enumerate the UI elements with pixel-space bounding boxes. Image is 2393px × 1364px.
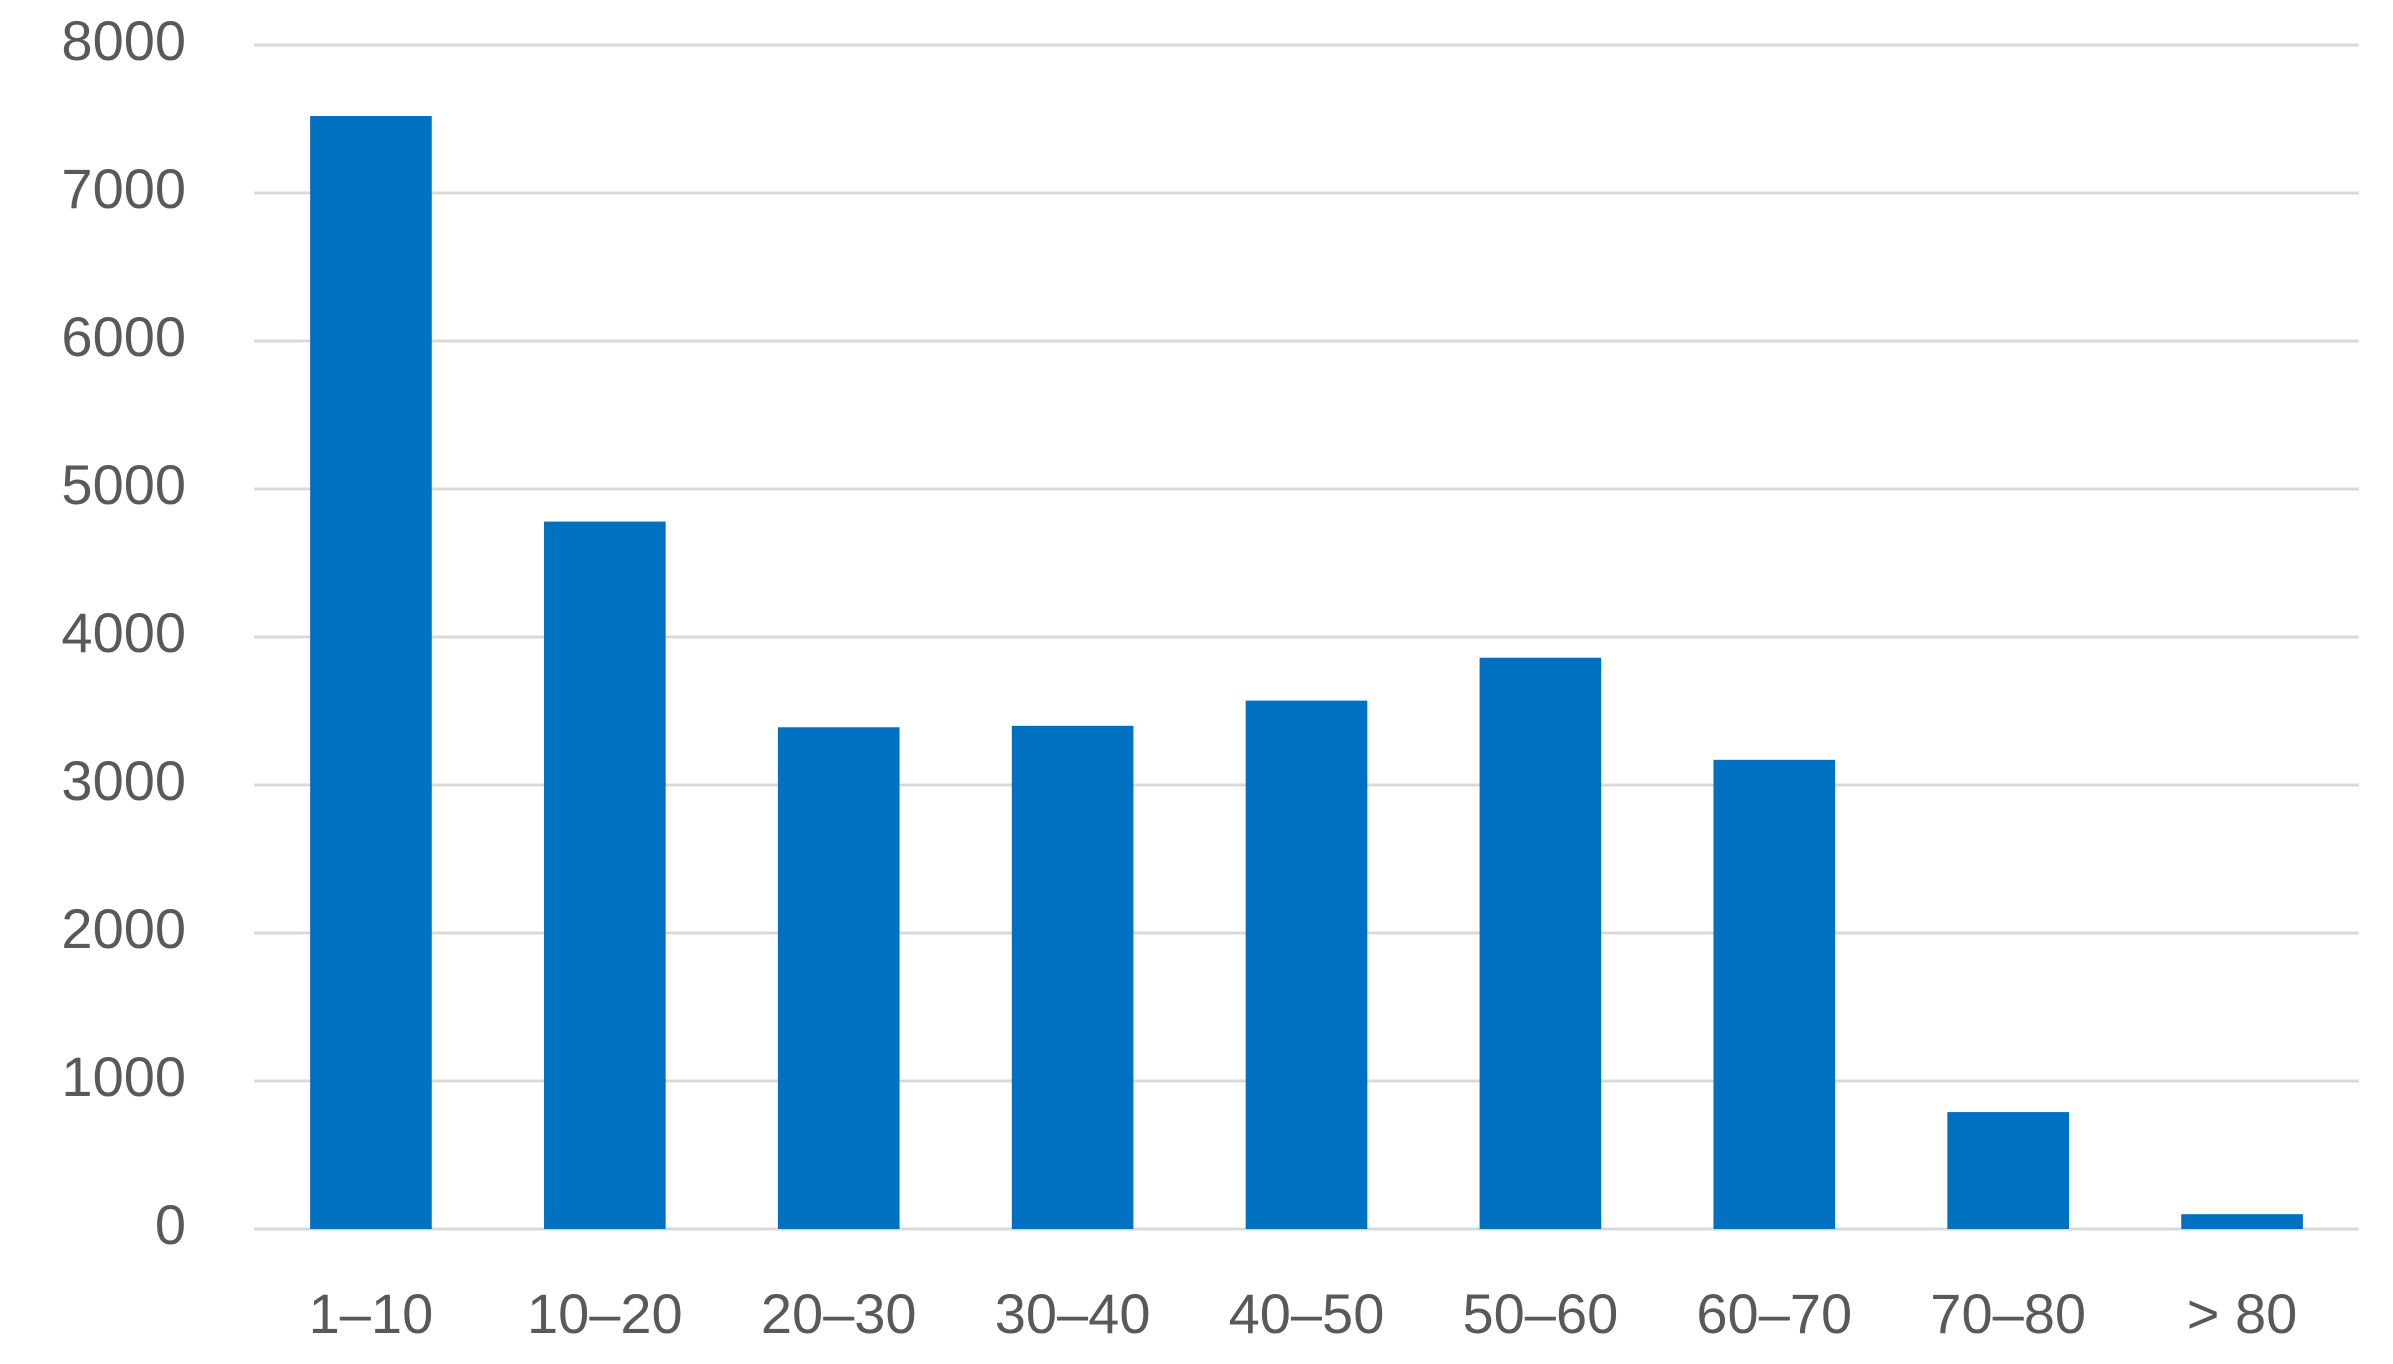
x-tick-label: 60–70 — [1696, 1282, 1852, 1345]
bar — [1245, 700, 1368, 1229]
y-tick-label: 0 — [155, 1193, 186, 1256]
x-tick-label: 1–10 — [309, 1282, 434, 1345]
bar — [1479, 657, 1602, 1229]
y-tick-label: 3000 — [61, 749, 186, 812]
x-tick-label: 50–60 — [1463, 1282, 1619, 1345]
y-tick-label: 6000 — [61, 305, 186, 368]
bar — [544, 521, 666, 1229]
bar — [1947, 1112, 2069, 1229]
bar — [777, 727, 900, 1229]
bar — [1713, 759, 1836, 1229]
x-tick-label: 30–40 — [995, 1282, 1151, 1345]
bar — [310, 116, 432, 1229]
x-tick-label: 70–80 — [1930, 1282, 2086, 1345]
x-tick-label: 40–50 — [1229, 1282, 1385, 1345]
x-tick-label: 20–30 — [761, 1282, 917, 1345]
y-tick-label: 7000 — [61, 157, 186, 220]
bar — [1011, 725, 1134, 1229]
y-tick-label: 2000 — [61, 897, 186, 960]
y-tick-label: 8000 — [61, 9, 186, 72]
y-tick-label: 5000 — [61, 453, 186, 516]
x-tick-label: 10–20 — [527, 1282, 683, 1345]
x-tick-label: > 80 — [2187, 1282, 2298, 1345]
y-tick-label: 1000 — [61, 1045, 186, 1108]
y-tick-label: 4000 — [61, 601, 186, 664]
bar — [2181, 1214, 2303, 1229]
